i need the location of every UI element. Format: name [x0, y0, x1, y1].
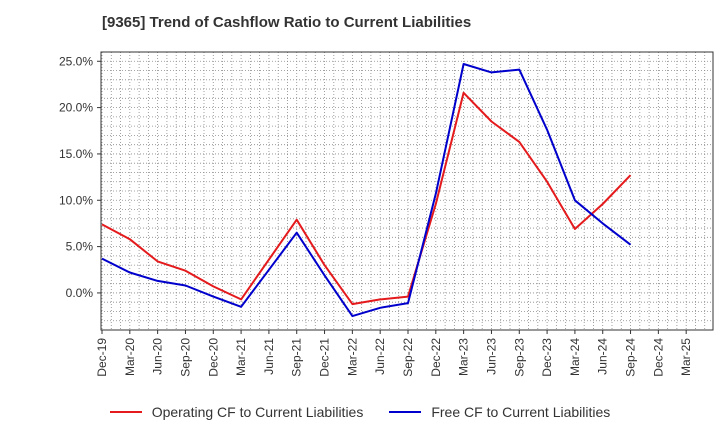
plot-frame	[100, 51, 714, 331]
x-tick-label: Mar-25	[679, 338, 693, 376]
x-tick-label: Mar-24	[568, 338, 582, 376]
x-tick-label: Sep-23	[512, 338, 526, 377]
x-tick-label: Jun-22	[373, 338, 387, 375]
legend-label-operating-cf: Operating CF to Current Liabilities	[151, 404, 364, 420]
series-line-free-cf	[101, 63, 632, 318]
y-tick-label: 25.0%	[59, 54, 93, 68]
x-tick-label: Jun-20	[151, 338, 165, 375]
x-tick-label: Sep-22	[401, 338, 415, 377]
x-tick-label: Sep-24	[624, 338, 638, 377]
x-tick-label: Mar-21	[234, 338, 248, 376]
series-line-operating-cf	[101, 91, 632, 306]
legend-item-free-cf: Free CF to Current Liabilities	[389, 404, 610, 420]
x-tick-label: Dec-20	[206, 338, 220, 377]
line-chart: 25.0% 20.0% 15.0% 10.0% 5.0% 0.0% Dec-19 Mar-20…	[59, 51, 714, 377]
x-tick-label: Jun-21	[262, 338, 276, 375]
y-tick-label: 10.0%	[59, 193, 93, 207]
x-tick-label: Mar-22	[345, 338, 359, 376]
x-tick-label: Dec-24	[651, 338, 665, 377]
x-tick-label: Dec-22	[429, 338, 443, 377]
y-tick-label: 20.0%	[59, 101, 93, 115]
legend: Operating CF to Current Liabilities Free…	[0, 404, 720, 420]
x-tick-label: Sep-21	[290, 338, 304, 377]
x-tick-label: Mar-20	[123, 338, 137, 376]
y-tick-label: 15.0%	[59, 147, 93, 161]
x-tick-label: Sep-20	[178, 338, 192, 377]
x-tick-label: Jun-23	[484, 338, 498, 375]
x-tick-label: Dec-19	[95, 338, 109, 377]
x-tick-label: Dec-21	[318, 338, 332, 377]
legend-swatch-operating-cf	[109, 411, 142, 413]
chart-title: [9365] Trend of Cashflow Ratio to Curren…	[102, 14, 472, 31]
legend-swatch-free-cf	[389, 411, 422, 413]
legend-item-operating-cf: Operating CF to Current Liabilities	[109, 404, 364, 420]
y-tick-label: 0.0%	[66, 286, 94, 300]
x-tick-label: Dec-23	[540, 338, 554, 377]
x-tick-label: Jun-24	[596, 338, 610, 375]
y-tick-label: 5.0%	[66, 240, 94, 254]
x-tick-label: Mar-23	[457, 338, 471, 376]
legend-label-free-cf: Free CF to Current Liabilities	[431, 404, 611, 420]
